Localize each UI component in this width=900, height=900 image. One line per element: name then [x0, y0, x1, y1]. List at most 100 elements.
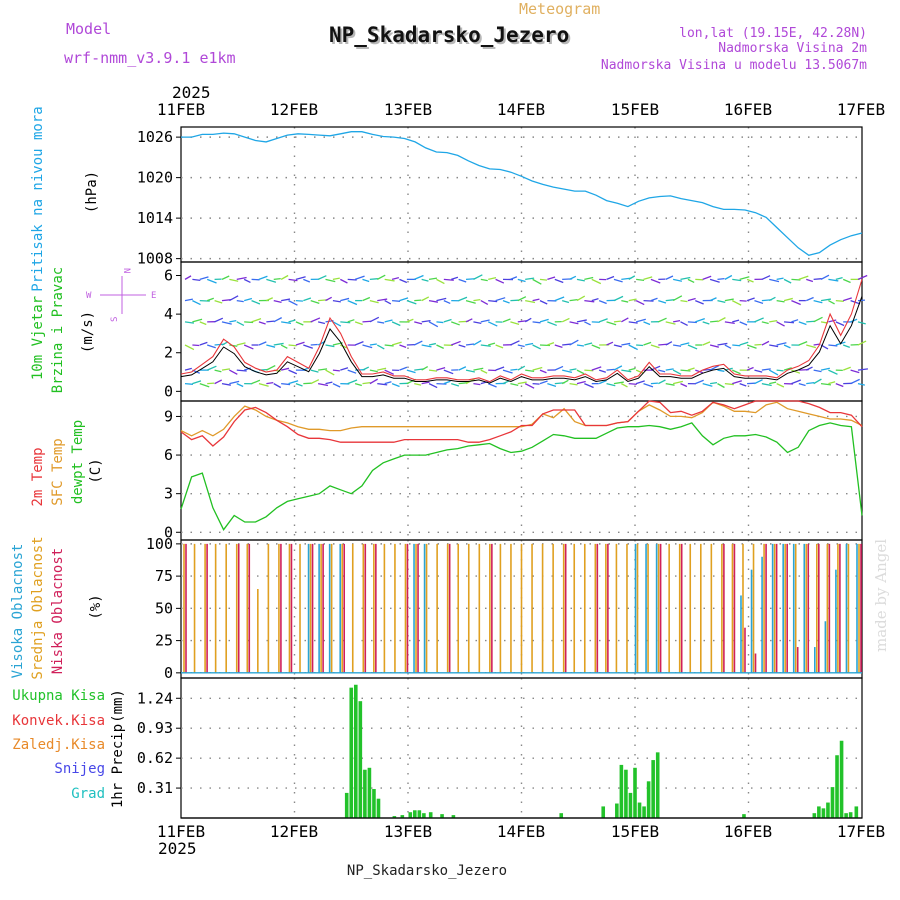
- wind-arrow: [525, 342, 534, 346]
- wind-arrow: [805, 366, 813, 371]
- precip-panel: 0.31 0.62 0.93 1.24: [137, 677, 863, 819]
- precip-bar: [835, 755, 839, 818]
- wind-arrow: [436, 297, 447, 302]
- wind-arrow: [769, 278, 780, 283]
- precip-bar: [376, 798, 381, 818]
- wind-arrow: [436, 367, 446, 371]
- pressure-side-labels: Pritisak na nivou mora (hPa): [30, 106, 100, 291]
- wind-arrow: [428, 277, 438, 281]
- wind-arrow: [436, 344, 444, 349]
- wind-arrow: [214, 317, 224, 323]
- precip-ytick-label: 0.31: [137, 779, 173, 797]
- wind-arrow: [613, 344, 622, 348]
- wind-arrow: [724, 298, 734, 302]
- wind-arrow: [436, 321, 444, 324]
- top-tick-3: 14FEB: [497, 100, 545, 119]
- wind-arrow: [650, 344, 660, 349]
- wind-arrow: [672, 369, 682, 375]
- wind-arrow: [761, 368, 771, 371]
- sfc-temp-label: SFC Temp: [50, 438, 66, 505]
- wind-arrow: [769, 381, 777, 385]
- wind-arrow: [347, 300, 358, 306]
- precip-bar: [367, 767, 372, 818]
- temp-ytick-label: 9: [164, 407, 173, 425]
- wind-arrow: [236, 383, 244, 388]
- wind-arrow: [584, 369, 594, 372]
- wind-arrow: [303, 297, 312, 302]
- wind-arrow: [421, 319, 431, 323]
- wind-arrow: [857, 382, 865, 386]
- wind-arrow: [428, 342, 437, 346]
- wind-arrow: [776, 342, 787, 346]
- wind-arrow: [362, 278, 370, 283]
- cloud-panel: 0 25 50 75 100: [146, 535, 863, 682]
- wind-arrow: [532, 278, 542, 285]
- wind-arrow: [820, 298, 832, 302]
- wind-arrow: [258, 321, 266, 325]
- wind-arrow: [732, 380, 743, 385]
- wind-arrow: [539, 344, 551, 347]
- wind-ytick-label: 6: [164, 267, 173, 285]
- temp-ytick-label: 0: [164, 523, 173, 541]
- wind-arrow: [391, 383, 400, 388]
- wind-arrow: [835, 277, 843, 281]
- year-top: 2025: [172, 83, 211, 102]
- cloud-ytick-label: 100: [146, 535, 173, 553]
- precip-bar: [812, 813, 817, 818]
- wind-arrow: [717, 277, 725, 281]
- wind-arrow: [428, 369, 438, 372]
- wind-arrow: [539, 380, 548, 385]
- wind-arrow: [406, 318, 414, 323]
- wind-arrow: [532, 344, 541, 350]
- wind-arrow: [680, 299, 688, 303]
- wind-arrow: [325, 278, 336, 283]
- temp-side-labels: 2m Temp SFC Temp dewpt Temp (C): [30, 420, 104, 507]
- wind-arrow: [524, 383, 535, 389]
- wind-arrow: [842, 344, 851, 349]
- wind-arrow: [310, 299, 320, 305]
- bottom-tick-4: 15FEB: [611, 822, 659, 841]
- wind-arrow: [295, 321, 304, 326]
- wind-arrow: [354, 383, 363, 387]
- wind-arrow: [184, 298, 193, 302]
- wind-arrow: [746, 297, 755, 302]
- station-title-shadow: NP_Skadarsko_Jezero: [331, 25, 571, 49]
- wind-arrow: [783, 344, 791, 349]
- dewpt-label: dewpt Temp: [70, 420, 86, 504]
- pressure-ytick-label: 1014: [137, 209, 173, 227]
- wind-arrow: [731, 300, 742, 306]
- wind-arrow: [199, 341, 208, 346]
- cloud-unit: (%): [88, 594, 104, 619]
- compass-north: N: [121, 268, 131, 273]
- wind-arrow: [820, 274, 830, 280]
- wind-arrow: [369, 369, 378, 373]
- wind-arrow: [828, 369, 838, 375]
- precip-bar: [655, 752, 660, 818]
- precip-bar: [451, 815, 456, 818]
- wind-arrow: [562, 343, 572, 346]
- year-bottom: 2025: [158, 839, 197, 858]
- wind-arrow: [621, 342, 631, 346]
- wind-arrow: [258, 341, 267, 346]
- wind-arrow: [554, 296, 565, 302]
- precip-bar: [628, 792, 633, 818]
- pressure-line: [181, 131, 863, 257]
- wind-arrow: [584, 276, 594, 281]
- wind-arrow: [695, 317, 705, 323]
- wind-arrow: [206, 365, 217, 371]
- wind-arrow: [414, 382, 422, 386]
- wind-arrow: [576, 295, 586, 302]
- wind-arrow: [584, 383, 594, 389]
- wind-arrow: [421, 296, 430, 302]
- wind-speed-line: [180, 296, 863, 384]
- wind-arrow: [709, 382, 718, 385]
- wind-arrow: [340, 367, 349, 371]
- wind-arrow: [724, 344, 732, 349]
- wind-arrow: [184, 382, 194, 385]
- temp-ytick-label: 6: [164, 446, 173, 464]
- wind-arrow: [532, 366, 543, 371]
- wind-arrow: [636, 278, 645, 281]
- wind-arrow: [746, 278, 754, 283]
- wind-arrow: [539, 300, 548, 305]
- wind-arrow: [421, 344, 432, 348]
